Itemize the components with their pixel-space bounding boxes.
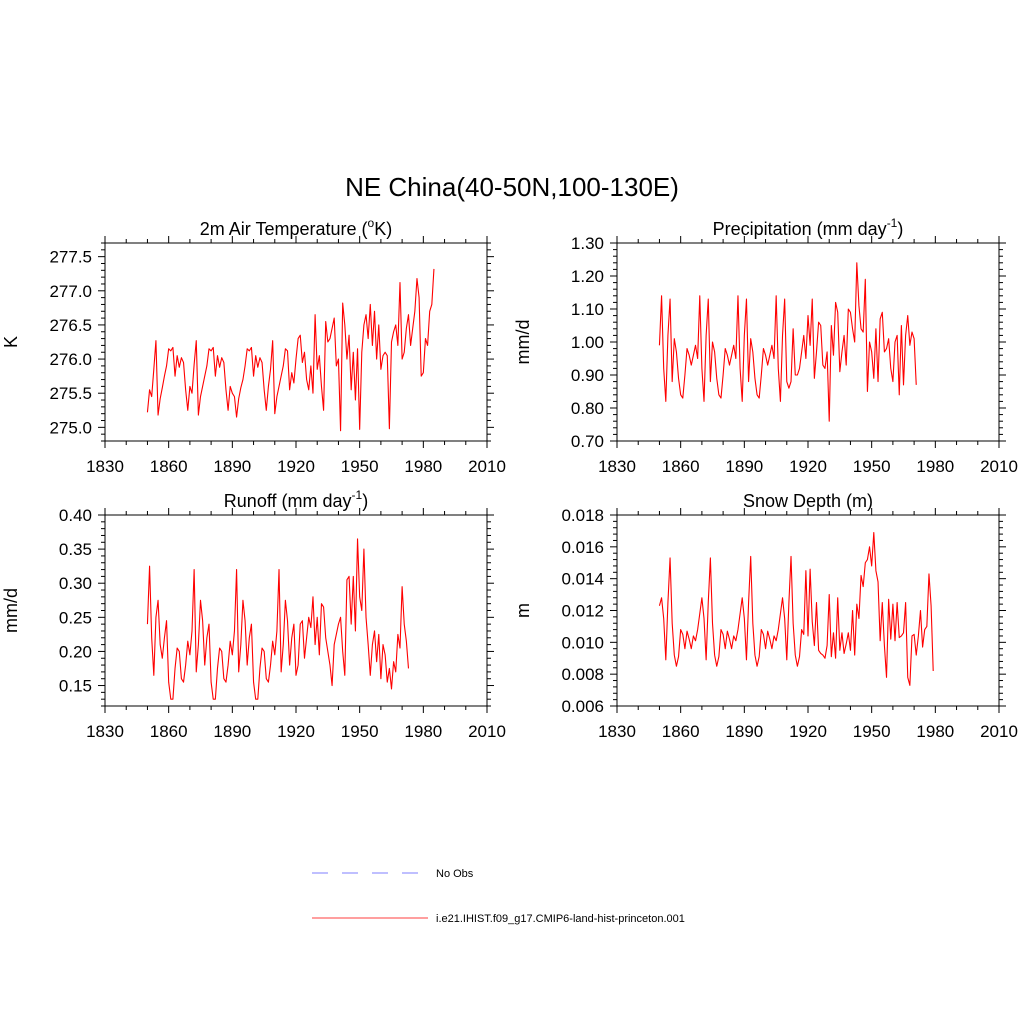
plot-frame: [104, 242, 488, 442]
x-tick-label: 1950: [853, 722, 891, 741]
x-tick-label: 1860: [662, 457, 700, 476]
x-tick-label: 1860: [662, 722, 700, 741]
y-axis-label: m: [513, 603, 533, 618]
series-line: [658, 262, 917, 422]
y-tick-label: 1.30: [571, 234, 604, 253]
y-tick-label: 0.70: [571, 432, 604, 451]
panel-title-main: Runoff (mm day: [224, 491, 352, 511]
y-tick-label: 276.5: [49, 316, 92, 335]
x-tick-label: 1860: [150, 722, 188, 741]
y-tick-label: 275.5: [49, 384, 92, 403]
y-tick-label: 0.014: [561, 570, 604, 589]
y-tick-label: 0.30: [59, 574, 92, 593]
plot-frame: [104, 514, 488, 707]
panel-title: Snow Depth (m): [743, 491, 873, 511]
figure-title: NE China(40-50N,100-130E): [345, 172, 679, 202]
y-tick-label: 0.15: [59, 677, 92, 696]
series-line: [146, 268, 435, 432]
panel-title-superscript: -1: [352, 488, 363, 502]
y-tick-label: 0.006: [561, 697, 604, 716]
x-tick-label: 1890: [725, 457, 763, 476]
x-tick-label: 1950: [341, 722, 379, 741]
x-tick-label: 1890: [213, 722, 251, 741]
panel-title-main: Snow Depth (m): [743, 491, 873, 511]
y-tick-label: 277.5: [49, 248, 92, 267]
x-tick-label: 2010: [468, 457, 506, 476]
x-tick-label: 1890: [213, 457, 251, 476]
x-tick-label: 1980: [916, 722, 954, 741]
x-tick-label: 1830: [86, 457, 124, 476]
x-tick-label: 1830: [598, 722, 636, 741]
x-tick-label: 1950: [853, 457, 891, 476]
y-tick-label: 0.90: [571, 366, 604, 385]
panel-precipitation: 1830 1860 1890 1920 1950 1980 2010 0.70 0.80 0.90…: [513, 216, 1018, 476]
panel-title-main: 2m Air Temperature (: [200, 219, 368, 239]
y-axis-label: K: [1, 336, 21, 348]
plot-frame: [616, 514, 1000, 707]
x-tick-label: 2010: [980, 722, 1018, 741]
y-tick-label: 0.40: [59, 506, 92, 525]
x-tick-label: 1980: [404, 722, 442, 741]
y-tick-label: 0.008: [561, 665, 604, 684]
y-tick-label: 275.0: [49, 418, 92, 437]
x-tick-label: 1920: [277, 722, 315, 741]
y-tick-label: 276.0: [49, 350, 92, 369]
x-tick-label: 1860: [150, 457, 188, 476]
legend: No Obs i.e21.IHIST.f09_g17.CMIP6-land-his…: [312, 868, 685, 925]
panel-title: Runoff (mm day-1): [224, 488, 368, 511]
y-tick-label: 1.10: [571, 300, 604, 319]
panel-title-superscript: o: [368, 216, 375, 230]
y-tick-label: 0.010: [561, 633, 604, 652]
y-axis-label: mm/d: [513, 320, 533, 365]
x-tick-label: 2010: [980, 457, 1018, 476]
x-tick-label: 1920: [789, 457, 827, 476]
x-tick-label: 1980: [916, 457, 954, 476]
panel-snow-depth: 1830 1860 1890 1920 1950 1980 2010 0.006 0.008 0.…: [513, 491, 1018, 741]
y-tick-label: 1.20: [571, 267, 604, 286]
panel-title-tail: K): [374, 219, 392, 239]
y-tick-label: 0.20: [59, 642, 92, 661]
panel-title: 2m Air Temperature (oK): [200, 216, 392, 239]
y-tick-label: 0.018: [561, 506, 604, 525]
x-tick-label: 1920: [277, 457, 315, 476]
x-tick-label: 1920: [789, 722, 827, 741]
panel-title-tail: ): [362, 491, 368, 511]
panel-air-temperature: 1830 1860 1890 1920 1950 1980 2010 275.0 275.5 27…: [1, 216, 506, 476]
y-tick-label: 1.00: [571, 333, 604, 352]
series-line: [658, 531, 934, 686]
x-tick-label: 1950: [341, 457, 379, 476]
x-tick-label: 2010: [468, 722, 506, 741]
legend-label-1: No Obs: [436, 868, 474, 880]
x-tick-label: 1890: [725, 722, 763, 741]
y-tick-label: 0.35: [59, 540, 92, 559]
panel-title-main: Precipitation (mm day: [713, 219, 887, 239]
x-tick-label: 1980: [404, 457, 442, 476]
panel-title: Precipitation (mm day-1): [713, 216, 904, 239]
legend-label-2: i.e21.IHIST.f09_g17.CMIP6-land-hist-prin…: [436, 913, 685, 925]
panel-runoff: 1830 1860 1890 1920 1950 1980 2010 0.15 0.20 0.25…: [1, 488, 506, 741]
y-tick-label: 277.0: [49, 282, 92, 301]
y-tick-label: 0.016: [561, 538, 604, 557]
series-line: [146, 538, 410, 700]
panel-title-tail: ): [897, 219, 903, 239]
x-tick-label: 1830: [86, 722, 124, 741]
y-tick-label: 0.80: [571, 399, 604, 418]
x-tick-label: 1830: [598, 457, 636, 476]
panels: 1830 1860 1890 1920 1950 1980 2010 275.0 275.5 27…: [1, 216, 1018, 741]
y-tick-label: 0.25: [59, 608, 92, 627]
panel-title-superscript: -1: [887, 216, 898, 230]
y-axis-label: mm/d: [1, 588, 21, 633]
y-tick-label: 0.012: [561, 602, 604, 621]
